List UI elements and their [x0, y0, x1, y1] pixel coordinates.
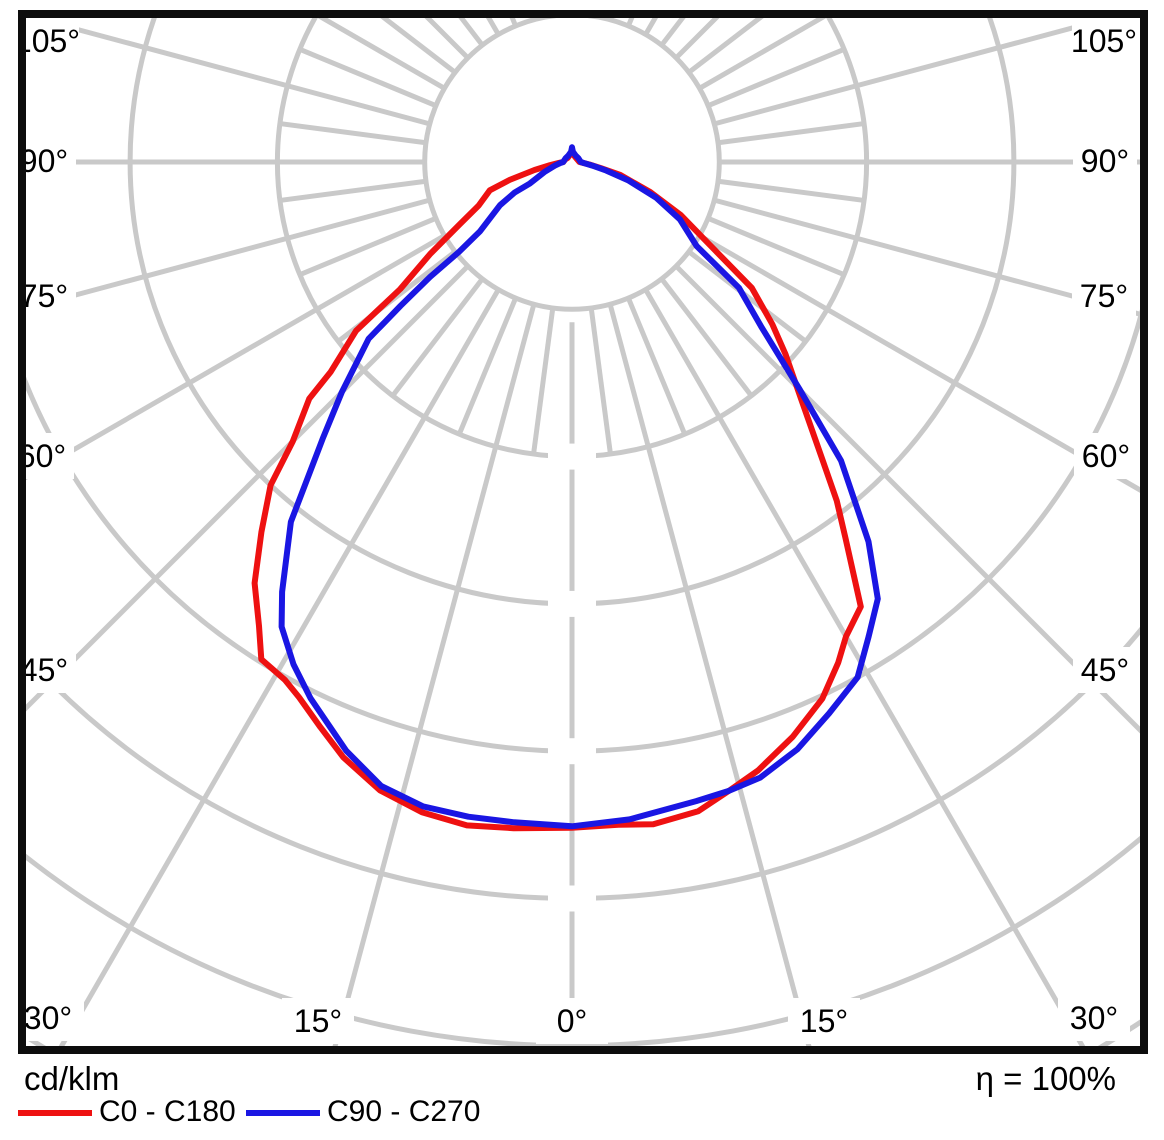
angle-label: 15°: [800, 1003, 848, 1039]
axis-gap: [548, 443, 596, 470]
grid-ray: [717, 121, 865, 146]
angle-label: 30°: [24, 1000, 72, 1036]
grid-ray: [707, 46, 846, 108]
angle-label: 0°: [557, 1003, 588, 1039]
angle-label-bg: [282, 998, 354, 1044]
angle-label: 60°: [1082, 438, 1130, 474]
grid-ray: [298, 216, 437, 278]
grid-ray: [674, 264, 1140, 734]
angle-label: 45°: [20, 652, 68, 688]
grid-ray: [713, 197, 1140, 317]
angle-label-bg: [1058, 995, 1130, 1041]
angle-label-bg: [26, 433, 74, 479]
grid-ray: [717, 178, 865, 203]
angle-label: 30°: [1070, 1000, 1118, 1036]
grid-ray: [588, 307, 613, 455]
grid-ray: [390, 277, 485, 398]
efficiency-label: η = 100%: [975, 1060, 1116, 1097]
grid-ray: [26, 18, 431, 127]
grid-ray: [687, 18, 764, 75]
grid-ray: [279, 121, 427, 146]
grid-ray: [531, 307, 556, 455]
angle-label: 15°: [294, 1003, 342, 1039]
grid-ray: [458, 18, 485, 47]
grid-ray: [659, 18, 686, 47]
grid-ray: [279, 178, 427, 203]
legend-label-c90-c270: C90 - C270: [327, 1095, 481, 1128]
grid-ray: [298, 46, 437, 108]
curve-c0-c180: [251, 150, 864, 832]
grid-ray: [26, 197, 431, 311]
angle-label-bg: [26, 138, 76, 184]
grid-ring: [26, 308, 1140, 754]
grid-ray: [643, 288, 1086, 1046]
unit-label: cd/klm: [24, 1060, 120, 1097]
curve-c90-c270: [278, 144, 881, 830]
angle-label-bg: [1072, 273, 1136, 319]
grid-ray: [626, 297, 688, 436]
legend-line-c90-c270: [246, 1110, 320, 1116]
axis-gap: [548, 590, 596, 617]
plot-border: [18, 10, 1148, 1054]
angle-label-bg: [1074, 433, 1138, 479]
legend-label-c0-c180: C0 - C180: [99, 1095, 236, 1128]
angle-label-bg: [788, 998, 860, 1044]
grid-ray: [707, 216, 846, 278]
grid-ray: [607, 303, 812, 1046]
angle-label: 45°: [1081, 652, 1129, 688]
grid-ray: [713, 18, 1120, 127]
angle-label-bg: [26, 995, 84, 1041]
angle-label: 105°: [1071, 23, 1137, 59]
angle-label: 90°: [20, 143, 68, 179]
legend-line-c0-c180: [18, 1110, 92, 1116]
angle-label: 90°: [1081, 143, 1129, 179]
grid-ray: [456, 297, 518, 436]
angle-label-bg: [26, 18, 79, 64]
angle-label-bg: [536, 998, 608, 1044]
angle-label-bg: [1073, 647, 1137, 693]
grid-ray: [698, 233, 1140, 493]
grid-ray: [659, 277, 754, 398]
angle-label-bg: [26, 273, 76, 319]
grid-ring: [422, 18, 722, 312]
axis-gap: [548, 885, 596, 912]
grid-ray: [380, 18, 457, 75]
angle-label: 75°: [20, 278, 68, 314]
grid-ray: [332, 303, 537, 1046]
polar-chart: 105° 90° 75° 60° 45° 105° 90° 75° 60° 45° 30° 15° 0°…: [14, 10, 1148, 1054]
angle-label-bg: [1073, 138, 1137, 184]
grid-ray: [26, 233, 446, 481]
angle-label-bg: [26, 647, 76, 693]
angle-label-bg: [1072, 18, 1136, 64]
angle-label: 60°: [18, 438, 66, 474]
grid-ray: [58, 288, 501, 1046]
grid-ray: [26, 264, 470, 712]
axis-gap: [548, 738, 596, 765]
angle-label: 105°: [14, 23, 80, 59]
angle-label: 75°: [1080, 278, 1128, 314]
